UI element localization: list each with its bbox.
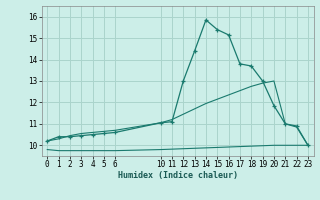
X-axis label: Humidex (Indice chaleur): Humidex (Indice chaleur) bbox=[118, 171, 237, 180]
